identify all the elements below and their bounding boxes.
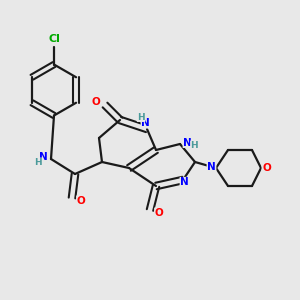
Text: H: H xyxy=(137,112,145,122)
Text: N: N xyxy=(183,137,192,148)
Text: N: N xyxy=(141,118,150,128)
Text: O: O xyxy=(92,97,100,107)
Text: H: H xyxy=(34,158,42,167)
Text: N: N xyxy=(180,177,189,188)
Text: N: N xyxy=(39,152,48,163)
Text: Cl: Cl xyxy=(48,34,60,44)
Text: O: O xyxy=(154,208,164,218)
Text: H: H xyxy=(190,141,198,150)
Text: N: N xyxy=(207,161,216,172)
Text: O: O xyxy=(262,163,271,173)
Text: O: O xyxy=(76,196,85,206)
